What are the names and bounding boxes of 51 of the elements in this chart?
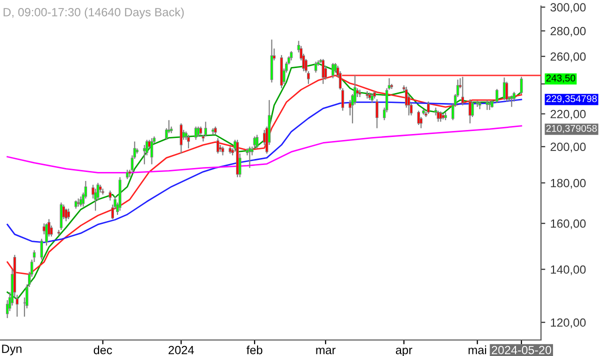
candlestick (314, 61, 318, 74)
candlestick (204, 121, 208, 138)
chart-title: D, 09:00-17:30 (14640 Days Back) (4, 8, 184, 19)
annotation: 229,354798 (546, 95, 597, 104)
annotation: 210,379058 (546, 124, 597, 133)
x-tick-label: dec (94, 346, 112, 354)
candlestick (64, 208, 68, 222)
candlestick (143, 144, 146, 165)
candlestick (216, 138, 220, 154)
x-tick-label: 2024-05-20 (492, 346, 552, 354)
y-tick-label: 180,00 (550, 178, 586, 189)
y-tick-label: 200,00 (550, 142, 586, 152)
text: Dyn (2, 344, 22, 356)
y-tick-label: 260,00 (550, 52, 586, 62)
candlestick (468, 98, 472, 124)
candlestick (439, 110, 442, 122)
y-tick-label: 280,00 (550, 26, 586, 37)
candlestick (79, 196, 82, 208)
candlestick (126, 169, 129, 180)
candlestick (187, 134, 190, 149)
candlestick (67, 208, 70, 220)
candlestick (45, 222, 48, 246)
candlestick (376, 98, 378, 129)
y-tick-label: 300,00 (550, 3, 586, 13)
candlestick (290, 50, 293, 61)
candlestick (196, 126, 200, 138)
y-tick-label: 120,00 (550, 318, 586, 328)
y-tick-label: 220,00 (550, 110, 586, 120)
candlestick (256, 134, 258, 149)
candlestick (502, 76, 506, 101)
candlestick (427, 101, 430, 114)
candlestick (332, 62, 334, 79)
candlestick (510, 95, 514, 108)
candlestick (486, 99, 489, 111)
x-tick-label: mar (316, 348, 336, 354)
x-tick-label: mai (468, 346, 486, 354)
candlestick (496, 88, 498, 104)
candlestick (108, 190, 112, 202)
candlestick (461, 76, 464, 106)
candlestick (520, 76, 523, 95)
candlestick (150, 138, 154, 165)
x-tick-label: feb (246, 346, 262, 354)
candlestick (194, 126, 198, 140)
candlestick (40, 238, 43, 260)
candlestick (417, 110, 420, 126)
candlestick (322, 58, 325, 84)
x-tick-label: 2024 (168, 346, 194, 354)
candlestick (180, 122, 183, 154)
y-tick-label: 140,00 (550, 265, 586, 276)
annotation: 243,50 (546, 74, 576, 83)
y-tick-label: 160,00 (550, 219, 586, 230)
